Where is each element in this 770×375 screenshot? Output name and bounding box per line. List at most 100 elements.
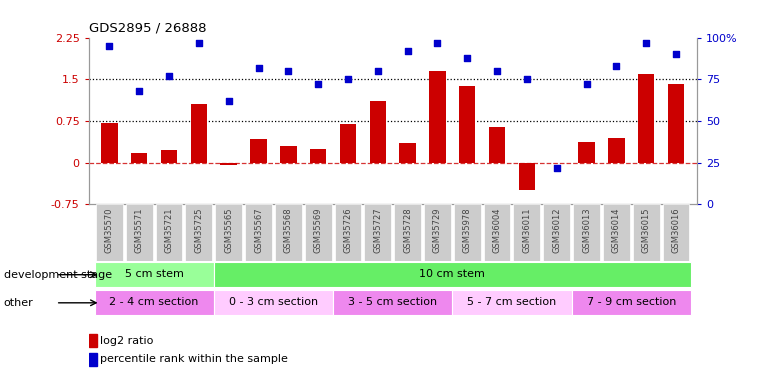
- Bar: [310, 149, 326, 163]
- Bar: [89, 352, 97, 366]
- Point: [312, 81, 324, 87]
- Bar: [340, 124, 357, 163]
- Point: [253, 64, 265, 70]
- Text: GSM36011: GSM36011: [522, 207, 531, 253]
- Point: [640, 39, 652, 45]
- FancyBboxPatch shape: [514, 204, 541, 261]
- Point: [372, 68, 384, 74]
- Bar: [638, 74, 654, 163]
- FancyBboxPatch shape: [95, 262, 214, 287]
- Text: other: other: [4, 298, 34, 307]
- FancyBboxPatch shape: [245, 204, 272, 261]
- Text: 5 - 7 cm section: 5 - 7 cm section: [467, 297, 557, 307]
- Point: [581, 81, 593, 87]
- FancyBboxPatch shape: [452, 290, 571, 315]
- FancyBboxPatch shape: [333, 290, 452, 315]
- FancyBboxPatch shape: [484, 204, 511, 261]
- Text: GSM35570: GSM35570: [105, 207, 114, 253]
- Text: GDS2895 / 26888: GDS2895 / 26888: [89, 22, 206, 35]
- Text: 0 - 3 cm section: 0 - 3 cm section: [229, 297, 318, 307]
- FancyBboxPatch shape: [573, 204, 600, 261]
- Text: GSM36014: GSM36014: [612, 207, 621, 253]
- FancyBboxPatch shape: [364, 204, 391, 261]
- FancyBboxPatch shape: [571, 290, 691, 315]
- Text: GSM35727: GSM35727: [373, 207, 382, 253]
- FancyBboxPatch shape: [214, 290, 333, 315]
- Point: [163, 73, 176, 79]
- Bar: [220, 163, 237, 165]
- Text: 3 - 5 cm section: 3 - 5 cm section: [348, 297, 437, 307]
- Point: [401, 48, 413, 54]
- Text: 10 cm stem: 10 cm stem: [420, 269, 485, 279]
- Point: [551, 165, 563, 171]
- FancyBboxPatch shape: [216, 204, 242, 261]
- Point: [521, 76, 533, 82]
- Point: [282, 68, 294, 74]
- Point: [431, 39, 444, 45]
- Text: 5 cm stem: 5 cm stem: [125, 269, 183, 279]
- FancyBboxPatch shape: [95, 290, 214, 315]
- Text: GSM36016: GSM36016: [671, 207, 681, 253]
- Bar: [429, 71, 446, 163]
- Point: [192, 39, 205, 45]
- Point: [342, 76, 354, 82]
- Bar: [668, 84, 685, 163]
- Text: GSM36012: GSM36012: [552, 207, 561, 253]
- Text: development stage: development stage: [4, 270, 112, 279]
- FancyBboxPatch shape: [662, 204, 689, 261]
- Bar: [191, 104, 207, 163]
- Text: GSM35569: GSM35569: [313, 207, 323, 253]
- Text: GSM35728: GSM35728: [403, 207, 412, 253]
- Bar: [370, 102, 386, 163]
- Bar: [400, 143, 416, 163]
- Bar: [250, 139, 266, 163]
- FancyBboxPatch shape: [275, 204, 302, 261]
- FancyBboxPatch shape: [126, 204, 152, 261]
- Bar: [89, 334, 97, 347]
- Text: GSM35571: GSM35571: [135, 207, 144, 253]
- FancyBboxPatch shape: [603, 204, 630, 261]
- Text: GSM35568: GSM35568: [284, 207, 293, 253]
- Point: [491, 68, 504, 74]
- FancyBboxPatch shape: [394, 204, 421, 261]
- FancyBboxPatch shape: [305, 204, 332, 261]
- Bar: [101, 123, 118, 163]
- FancyBboxPatch shape: [424, 204, 451, 261]
- Point: [670, 51, 682, 57]
- Bar: [280, 146, 296, 163]
- Point: [103, 43, 116, 49]
- Text: 2 - 4 cm section: 2 - 4 cm section: [109, 297, 199, 307]
- Point: [133, 88, 146, 94]
- Point: [610, 63, 622, 69]
- FancyBboxPatch shape: [96, 204, 123, 261]
- Text: GSM35978: GSM35978: [463, 207, 472, 253]
- Text: GSM35729: GSM35729: [433, 207, 442, 253]
- FancyBboxPatch shape: [334, 204, 361, 261]
- Text: GSM35567: GSM35567: [254, 207, 263, 253]
- FancyBboxPatch shape: [454, 204, 480, 261]
- Bar: [608, 138, 624, 163]
- Point: [461, 54, 474, 60]
- Text: GSM35565: GSM35565: [224, 207, 233, 253]
- Bar: [578, 141, 594, 163]
- Point: [223, 98, 235, 104]
- Text: GSM36013: GSM36013: [582, 207, 591, 253]
- Text: GSM36015: GSM36015: [641, 207, 651, 253]
- Text: GSM35725: GSM35725: [194, 207, 203, 253]
- Text: GSM36004: GSM36004: [493, 207, 501, 253]
- Text: percentile rank within the sample: percentile rank within the sample: [100, 354, 288, 364]
- Bar: [519, 163, 535, 190]
- Bar: [489, 126, 505, 163]
- Text: 7 - 9 cm section: 7 - 9 cm section: [587, 297, 676, 307]
- FancyBboxPatch shape: [633, 204, 660, 261]
- Bar: [161, 150, 177, 163]
- FancyBboxPatch shape: [214, 262, 691, 287]
- Text: GSM35721: GSM35721: [165, 207, 173, 253]
- Bar: [131, 153, 147, 163]
- FancyBboxPatch shape: [544, 204, 570, 261]
- FancyBboxPatch shape: [156, 204, 182, 261]
- Text: log2 ratio: log2 ratio: [100, 336, 153, 345]
- FancyBboxPatch shape: [186, 204, 213, 261]
- Text: GSM35726: GSM35726: [343, 207, 353, 253]
- Bar: [459, 86, 475, 163]
